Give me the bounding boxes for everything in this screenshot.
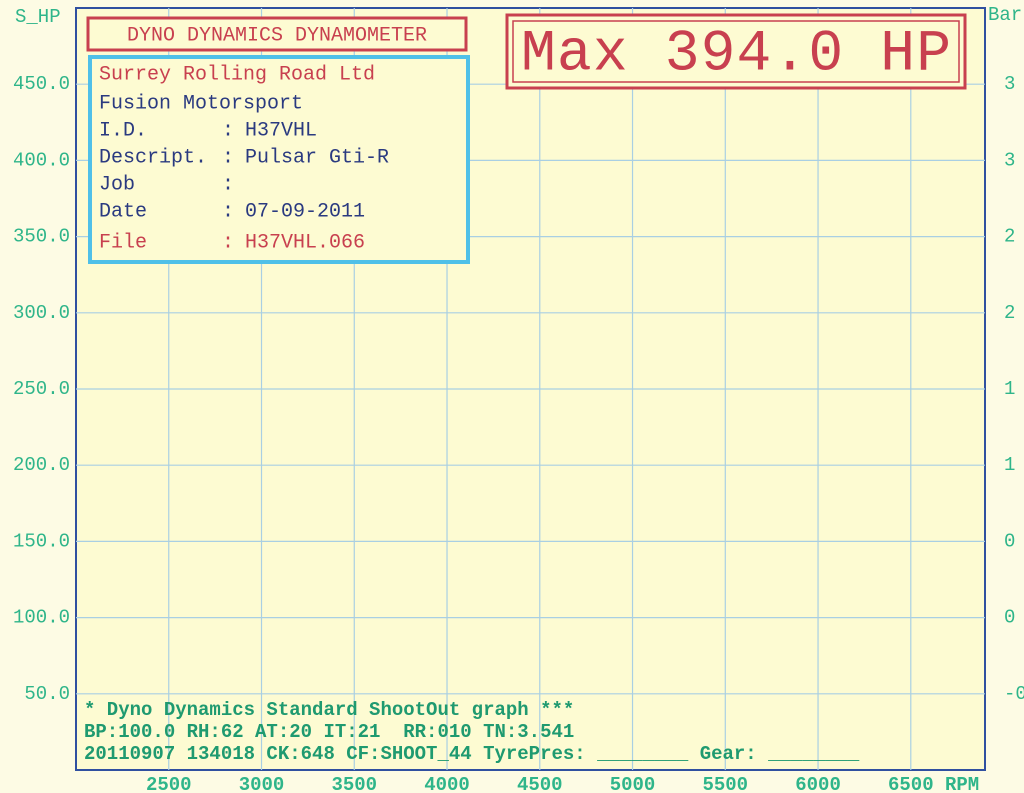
- y2-tick-label: 0: [1004, 530, 1015, 552]
- x-tick-label: 5000: [610, 774, 656, 793]
- y-tick-label: 250.0: [13, 378, 70, 400]
- x-tick-label: 3500: [331, 774, 377, 793]
- info-label: File: [99, 231, 147, 254]
- y-tick-label: 150.0: [13, 530, 70, 552]
- info-colon: :: [222, 231, 234, 254]
- x-tick-label: 5500: [702, 774, 748, 793]
- max-box-inner: [512, 20, 960, 83]
- x-tick-label: 3000: [239, 774, 285, 793]
- info-value: Pulsar Gti-R: [245, 146, 389, 169]
- y-tick-label: 300.0: [13, 302, 70, 324]
- info-line: Fusion Motorsport: [99, 92, 303, 115]
- y-tick-label: 50.0: [24, 683, 70, 705]
- info-colon: :: [222, 146, 234, 169]
- y2-tick-label: 2: [1004, 226, 1015, 248]
- footer-line: * Dyno Dynamics Standard ShootOut graph …: [84, 699, 574, 721]
- y2-tick-label: 3: [1004, 149, 1015, 171]
- x-tick-label: 2500: [146, 774, 192, 793]
- y2-tick-label: 1: [1004, 454, 1015, 476]
- y-tick-label: 200.0: [13, 454, 70, 476]
- info-value: H37VHL.066: [245, 231, 365, 254]
- info-colon: :: [222, 200, 234, 223]
- x-tick-label: 6000: [795, 774, 841, 793]
- y2-tick-label: 2: [1004, 302, 1015, 324]
- footer-line: 20110907 134018 CK:648 CF:SHOOT_44 TyreP…: [84, 743, 860, 765]
- y-tick-label: 100.0: [13, 607, 70, 629]
- y-tick-label: 450.0: [13, 73, 70, 95]
- x-axis-label: RPM: [945, 774, 979, 793]
- y2-tick-label: -0: [1004, 683, 1024, 705]
- header-box: [86, 16, 468, 52]
- info-label: Descript.: [99, 146, 207, 169]
- max-annotation: Max 394.0 HP: [521, 22, 951, 87]
- info-colon: :: [222, 173, 234, 196]
- x-tick-label: 6500: [888, 774, 934, 793]
- max-box: [505, 13, 967, 90]
- y2-axis-label: Bar: [988, 4, 1022, 26]
- x-tick-label: 4000: [424, 774, 470, 793]
- info-label: I.D.: [99, 119, 147, 142]
- info-label: Job: [99, 173, 135, 196]
- y2-tick-label: 0: [1004, 607, 1015, 629]
- header-title: DYNO DYNAMICS DYNAMOMETER: [127, 24, 427, 47]
- y-axis-label: S_HP: [15, 6, 61, 28]
- info-colon: :: [222, 119, 234, 142]
- info-box: [88, 55, 470, 264]
- info-line: Surrey Rolling Road Ltd: [99, 63, 375, 86]
- y2-tick-label: 3: [1004, 73, 1015, 95]
- y2-tick-label: 1: [1004, 378, 1015, 400]
- y-tick-label: 350.0: [13, 226, 70, 248]
- x-tick-label: 4500: [517, 774, 563, 793]
- info-label: Date: [99, 200, 147, 223]
- info-value: H37VHL: [245, 119, 317, 142]
- y-tick-label: 400.0: [13, 149, 70, 171]
- footer-line: BP:100.0 RH:62 AT:20 IT:21 RR:010 TN:3.5…: [84, 721, 574, 743]
- info-value: 07-09-2011: [245, 200, 365, 223]
